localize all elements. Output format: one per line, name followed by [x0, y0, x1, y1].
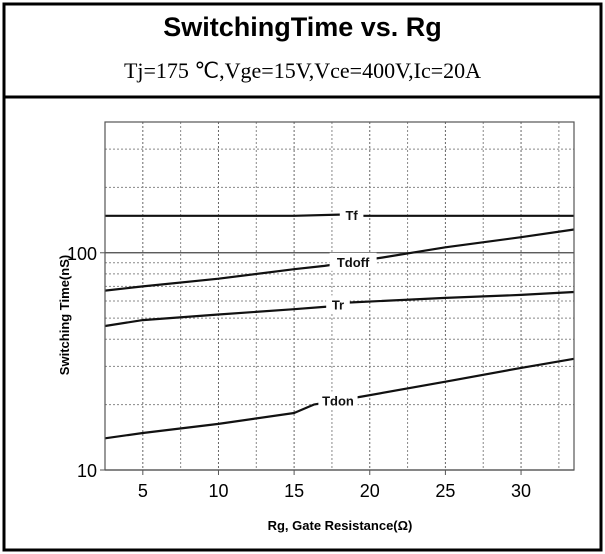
y-tick-label: 100	[67, 244, 97, 264]
x-tick-label: 20	[360, 481, 380, 501]
series-label: Tdoff	[337, 255, 370, 270]
series-tdoff: Tdoff	[104, 228, 575, 292]
series-label-bg	[326, 295, 350, 314]
series-label: Tr	[332, 297, 344, 312]
chart-subtitle: Tj=175 ℃,Vge=15V,Vce=400V,Ic=20A	[123, 58, 482, 83]
x-tick-label: 10	[208, 481, 228, 501]
x-tick-label: 5	[138, 481, 148, 501]
series-line	[104, 228, 575, 292]
x-tick-label: 15	[284, 481, 304, 501]
chart-title: SwitchingTime vs. Rg	[163, 12, 442, 42]
tick-labels: 5 10 15 20 25 30 10 100	[67, 244, 531, 501]
x-tick-label: 25	[435, 481, 455, 501]
series-tf: Tf	[105, 206, 574, 225]
x-axis-label: Rg, Gate Resistance(Ω)	[268, 518, 413, 533]
series-label-bg	[329, 252, 377, 271]
series-line	[104, 357, 575, 440]
series-label-bg	[318, 391, 358, 410]
series-label: Tdon	[322, 394, 354, 409]
series-label-bg	[339, 206, 364, 225]
series-tdon: Tdon	[104, 357, 575, 440]
series-label: Tf	[345, 208, 358, 223]
series-group: Tf Tdoff Tr Tdon	[104, 206, 575, 440]
plot-area-border	[104, 121, 575, 471]
y-tick-label: 10	[77, 461, 97, 481]
x-tick-label: 30	[511, 481, 531, 501]
series-line	[105, 213, 574, 217]
y-axis-label: Switching Time(nS)	[57, 255, 72, 375]
series-tr: Tr	[104, 290, 575, 328]
